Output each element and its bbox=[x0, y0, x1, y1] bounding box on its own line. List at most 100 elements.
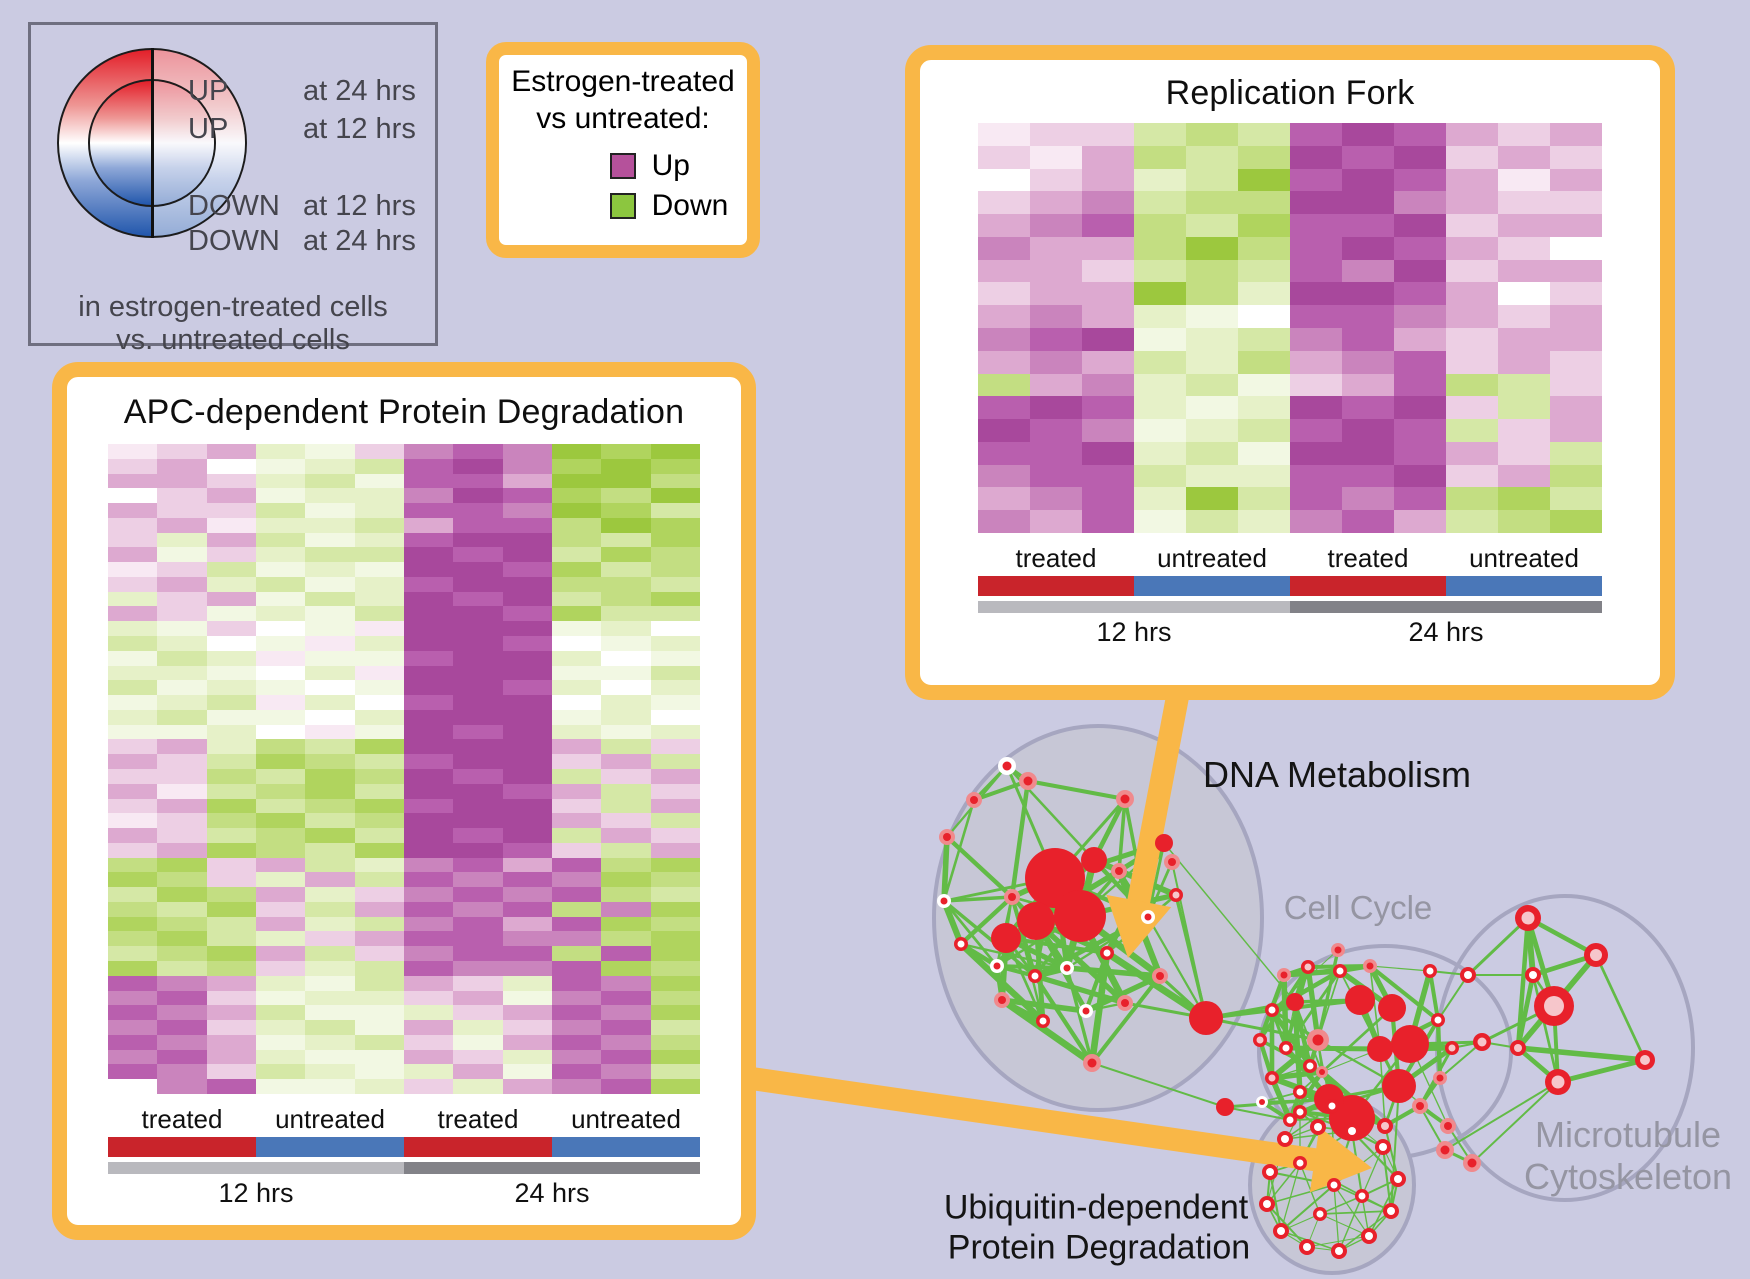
heatmap-cell bbox=[354, 621, 404, 637]
heatmap-cell bbox=[305, 606, 355, 622]
heatmap-cell bbox=[453, 828, 503, 843]
heatmap-cell bbox=[551, 562, 602, 577]
heatmap-cell bbox=[403, 576, 454, 592]
heatmap-cell bbox=[1394, 350, 1446, 374]
network-node-core bbox=[1268, 1006, 1276, 1014]
heatmap-cell bbox=[1550, 214, 1602, 237]
heatmap-cell bbox=[1446, 510, 1498, 533]
heatmap-cell bbox=[255, 1079, 306, 1094]
heatmap-cell bbox=[1342, 350, 1394, 374]
heatmap-cell bbox=[502, 754, 552, 769]
heatmap-cell bbox=[978, 145, 1030, 169]
heatmap-cell bbox=[502, 916, 552, 932]
heatmap-cell bbox=[1082, 282, 1134, 306]
heatmap-cell bbox=[601, 606, 651, 622]
heatmap-cell bbox=[108, 901, 158, 917]
heatmap-cell bbox=[502, 532, 552, 548]
heatmap-cell bbox=[305, 562, 355, 577]
heatmap-cell bbox=[1186, 145, 1238, 169]
heatmap-cell bbox=[354, 1034, 404, 1050]
heatmap-cell bbox=[1498, 236, 1550, 260]
heatmap-cell bbox=[255, 621, 306, 637]
network-node-core bbox=[1358, 1192, 1366, 1200]
heatmap-cell bbox=[403, 931, 454, 947]
heatmap-cell bbox=[453, 768, 503, 784]
heatmap-cell bbox=[305, 547, 355, 563]
heatmap-cell bbox=[206, 1020, 256, 1035]
heatmap-cell bbox=[1238, 510, 1290, 533]
heatmap-cell bbox=[601, 754, 651, 769]
heatmap-cell bbox=[108, 621, 158, 637]
heatmap-cell bbox=[305, 532, 355, 548]
heatmap-cell bbox=[601, 828, 651, 843]
heatmap-cell bbox=[1030, 259, 1082, 283]
heatmap-cell bbox=[650, 901, 700, 917]
heatmap-cell bbox=[1030, 214, 1082, 237]
heatmap-cell bbox=[453, 887, 503, 902]
time-bar-segment bbox=[404, 1162, 700, 1174]
network-node-core bbox=[1416, 1102, 1424, 1110]
heatmap-cell bbox=[1446, 373, 1498, 397]
heatmap-cell bbox=[1134, 214, 1186, 237]
heatmap-cell bbox=[453, 739, 503, 755]
heatmap-cell bbox=[354, 872, 404, 888]
heatmap-cell bbox=[403, 488, 454, 504]
heatmap-cell bbox=[1030, 282, 1082, 306]
heatmap-cell bbox=[650, 842, 700, 858]
heatmap-cell bbox=[255, 1034, 306, 1050]
heatmap-cell bbox=[403, 1079, 454, 1094]
heatmap-cell bbox=[601, 857, 651, 873]
heatmap-cell bbox=[157, 887, 207, 902]
heatmap-cell bbox=[1082, 350, 1134, 374]
network-node-core bbox=[1464, 971, 1472, 979]
heatmap-cell bbox=[108, 636, 158, 651]
heatmap-cell bbox=[255, 887, 306, 902]
heatmap-cell bbox=[1290, 305, 1342, 328]
network-node-core bbox=[1640, 1055, 1650, 1065]
network-node-core bbox=[1281, 1135, 1289, 1143]
heatmap-cell bbox=[601, 517, 651, 533]
heatmap-cell bbox=[206, 650, 256, 666]
heatmap-cell bbox=[551, 1020, 602, 1035]
heatmap-cell bbox=[453, 606, 503, 622]
apc-heatmap-panel: APC-dependent Protein Degradation treate… bbox=[52, 362, 756, 1240]
cluster-label-microtubule-line2: Cytoskeleton bbox=[1523, 1156, 1733, 1197]
heatmap-cell bbox=[354, 1020, 404, 1035]
network-node-core bbox=[1440, 1145, 1450, 1155]
heatmap-cell bbox=[1030, 419, 1082, 442]
network-bridge-edge bbox=[1439, 1041, 1483, 1079]
heatmap-cell bbox=[1342, 123, 1394, 146]
heatmap-cell bbox=[502, 1079, 552, 1094]
heatmap-cell bbox=[601, 473, 651, 489]
heatmap-cell bbox=[1238, 396, 1290, 420]
heatmap-cell bbox=[255, 606, 306, 622]
heatmap-cell bbox=[206, 1079, 256, 1094]
heatmap-cell bbox=[157, 591, 207, 607]
heatmap-cell bbox=[354, 887, 404, 902]
heatmap-cell bbox=[255, 1005, 306, 1021]
network-node-core bbox=[1082, 1007, 1090, 1015]
heatmap-cell bbox=[1082, 419, 1134, 442]
network-node-core bbox=[1063, 964, 1071, 972]
heatmap-cell bbox=[403, 975, 454, 991]
network-node-core bbox=[970, 796, 978, 804]
heatmap-cell bbox=[650, 754, 700, 769]
heatmap-cell bbox=[601, 1049, 651, 1065]
heatmap-cell bbox=[650, 961, 700, 976]
heatmap-cell bbox=[1394, 396, 1446, 420]
heatmap-cell bbox=[502, 1049, 552, 1065]
network-edge bbox=[1009, 780, 1031, 898]
heatmap-cell bbox=[601, 709, 651, 725]
network-edge bbox=[1381, 1146, 1393, 1212]
heatmap-cell bbox=[354, 488, 404, 504]
network-edge bbox=[1361, 1146, 1384, 1197]
heatmap-cell bbox=[305, 636, 355, 651]
heatmap-cell bbox=[502, 901, 552, 917]
heatmap-cell bbox=[650, 887, 700, 902]
heatmap-cell bbox=[157, 768, 207, 784]
legend-caption-line1: in estrogen-treated cells bbox=[78, 291, 388, 323]
heatmap-cell bbox=[551, 444, 602, 459]
network-node-core bbox=[998, 996, 1006, 1004]
heatmap-cell bbox=[305, 901, 355, 917]
heatmap-cell bbox=[108, 562, 158, 577]
